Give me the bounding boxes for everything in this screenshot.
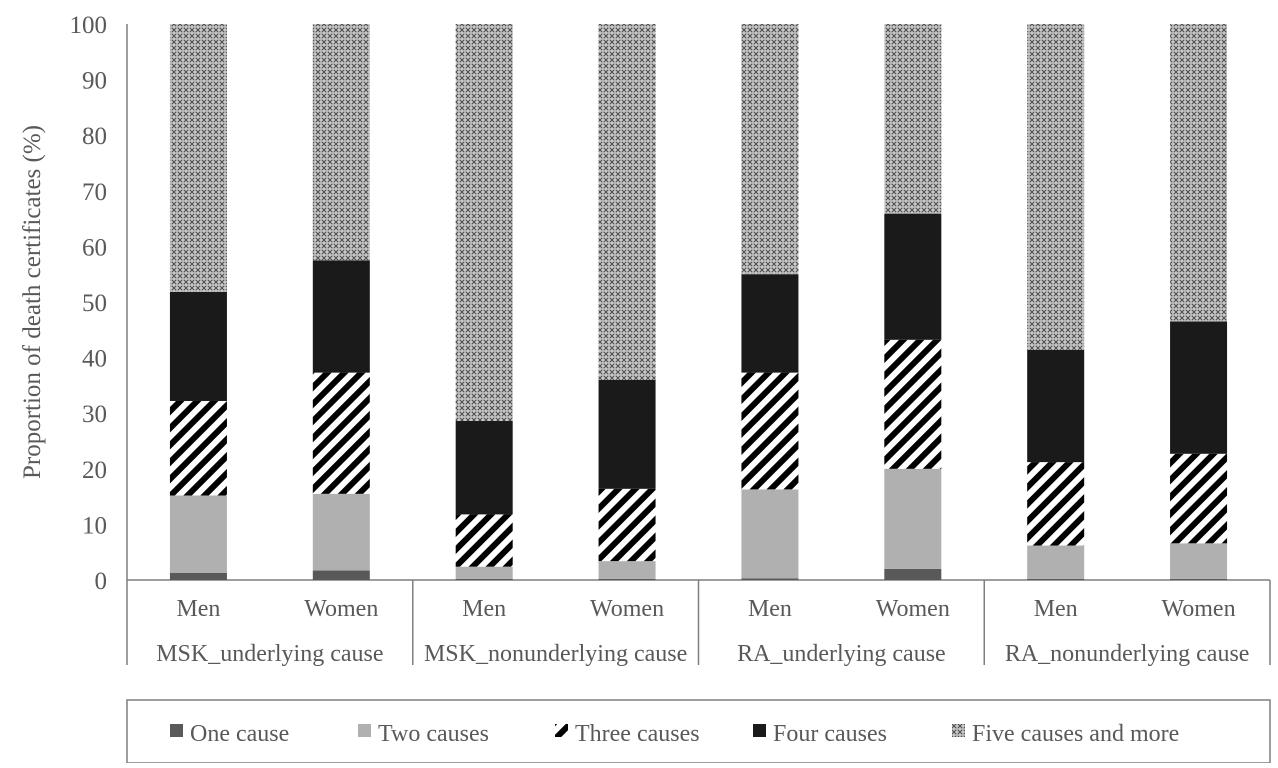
- bar-segment-one-cause: [312, 570, 370, 580]
- y-tick-label: 70: [82, 179, 107, 206]
- bar-segment-four-causes: [884, 213, 942, 340]
- bar-segment-five-causes-and-more: [598, 24, 656, 380]
- axes: [126, 24, 1271, 665]
- x-category-label: Men: [748, 596, 792, 622]
- legend-swatch-one-cause: [170, 724, 183, 737]
- bar-segment-one-cause: [455, 578, 513, 580]
- legend-label: Two causes: [378, 721, 489, 747]
- bar-segment-three-causes: [1027, 462, 1085, 546]
- bar-segment-five-causes-and-more: [1170, 24, 1228, 322]
- legend-swatch-four-causes: [753, 724, 766, 737]
- bar-segment-three-causes: [169, 400, 227, 496]
- y-tick-label: 40: [82, 346, 107, 373]
- legend-label: One cause: [190, 721, 289, 747]
- bar-segment-two-causes: [1027, 545, 1085, 579]
- bar-segment-one-cause: [1027, 578, 1085, 580]
- y-axis-title: Proportion of death certificates (%): [19, 125, 46, 479]
- y-tick-label: 20: [82, 457, 107, 484]
- x-category-label: Men: [462, 596, 506, 622]
- bar-segment-four-causes: [312, 260, 370, 373]
- x-category-label: Women: [876, 596, 950, 622]
- legend: One cause Two causes Three causes Four caus…: [126, 699, 1271, 764]
- bar-segment-three-causes: [598, 488, 656, 562]
- bar-segment-five-causes-and-more: [455, 24, 513, 421]
- bars: [169, 24, 1228, 580]
- bar-segment-four-causes: [598, 379, 656, 489]
- bar-segment-three-causes: [884, 339, 942, 469]
- bar-segment-one-cause: [1170, 578, 1228, 580]
- x-category-label: Women: [590, 596, 664, 622]
- y-tick-label: 80: [82, 123, 107, 150]
- bar-segment-five-causes-and-more: [741, 24, 799, 275]
- y-tick-label: 60: [82, 234, 107, 261]
- bar-segment-four-causes: [1170, 321, 1228, 454]
- x-group-label: MSK_underlying cause: [156, 641, 383, 667]
- bar-segment-five-causes-and-more: [1027, 24, 1085, 350]
- bar-segment-two-causes: [741, 489, 799, 579]
- x-category-label: Women: [1162, 596, 1236, 622]
- bar-segment-three-causes: [741, 372, 799, 490]
- bar-segment-four-causes: [455, 420, 513, 515]
- bar-segment-three-causes: [1170, 453, 1228, 544]
- bar-segment-two-causes: [598, 561, 656, 579]
- bar-segment-five-causes-and-more: [169, 24, 227, 292]
- bar-segment-two-causes: [455, 566, 513, 579]
- x-category-label: Men: [176, 596, 220, 622]
- bar-segment-four-causes: [169, 291, 227, 401]
- legend-swatch-two-causes: [358, 724, 371, 737]
- legend-label: Five causes and more: [972, 721, 1179, 747]
- legend-swatch-five-causes-and-more: [952, 724, 965, 737]
- y-tick-label: 0: [95, 568, 108, 595]
- bar-segment-two-causes: [312, 493, 370, 571]
- legend-swatch-three-causes: [555, 724, 568, 737]
- y-tick-label: 10: [82, 512, 107, 539]
- legend-label: Four causes: [773, 721, 887, 747]
- bar-segment-one-cause: [169, 572, 227, 580]
- x-category-label: Men: [1034, 596, 1078, 622]
- x-group-label: MSK_nonunderlying cause: [424, 641, 687, 667]
- bar-segment-four-causes: [741, 274, 799, 373]
- bar-segment-five-causes-and-more: [312, 24, 370, 261]
- bar-segment-four-causes: [1027, 349, 1085, 463]
- bar-segment-two-causes: [169, 495, 227, 573]
- x-group-label: RA_underlying cause: [737, 641, 946, 667]
- bar-segment-one-cause: [741, 578, 799, 580]
- y-tick-label: 50: [82, 290, 107, 317]
- bar-segment-three-causes: [455, 514, 513, 567]
- x-category-label: Women: [304, 596, 378, 622]
- y-tick-label: 30: [82, 401, 107, 428]
- bar-segment-five-causes-and-more: [884, 24, 942, 214]
- bar-segment-one-cause: [598, 578, 656, 580]
- y-tick-label: 100: [70, 12, 108, 39]
- x-group-label: RA_nonunderlying cause: [1005, 641, 1250, 667]
- bar-segment-two-causes: [1170, 543, 1228, 579]
- legend-label: Three causes: [575, 721, 700, 747]
- axis-labels: 0 10 20 30 40 50 60 70 80 90 100 Proportion of deat…: [19, 12, 1249, 667]
- y-tick-label: 90: [82, 68, 107, 95]
- bar-segment-two-causes: [884, 468, 942, 569]
- bar-segment-one-cause: [884, 568, 942, 580]
- bar-segment-three-causes: [312, 372, 370, 494]
